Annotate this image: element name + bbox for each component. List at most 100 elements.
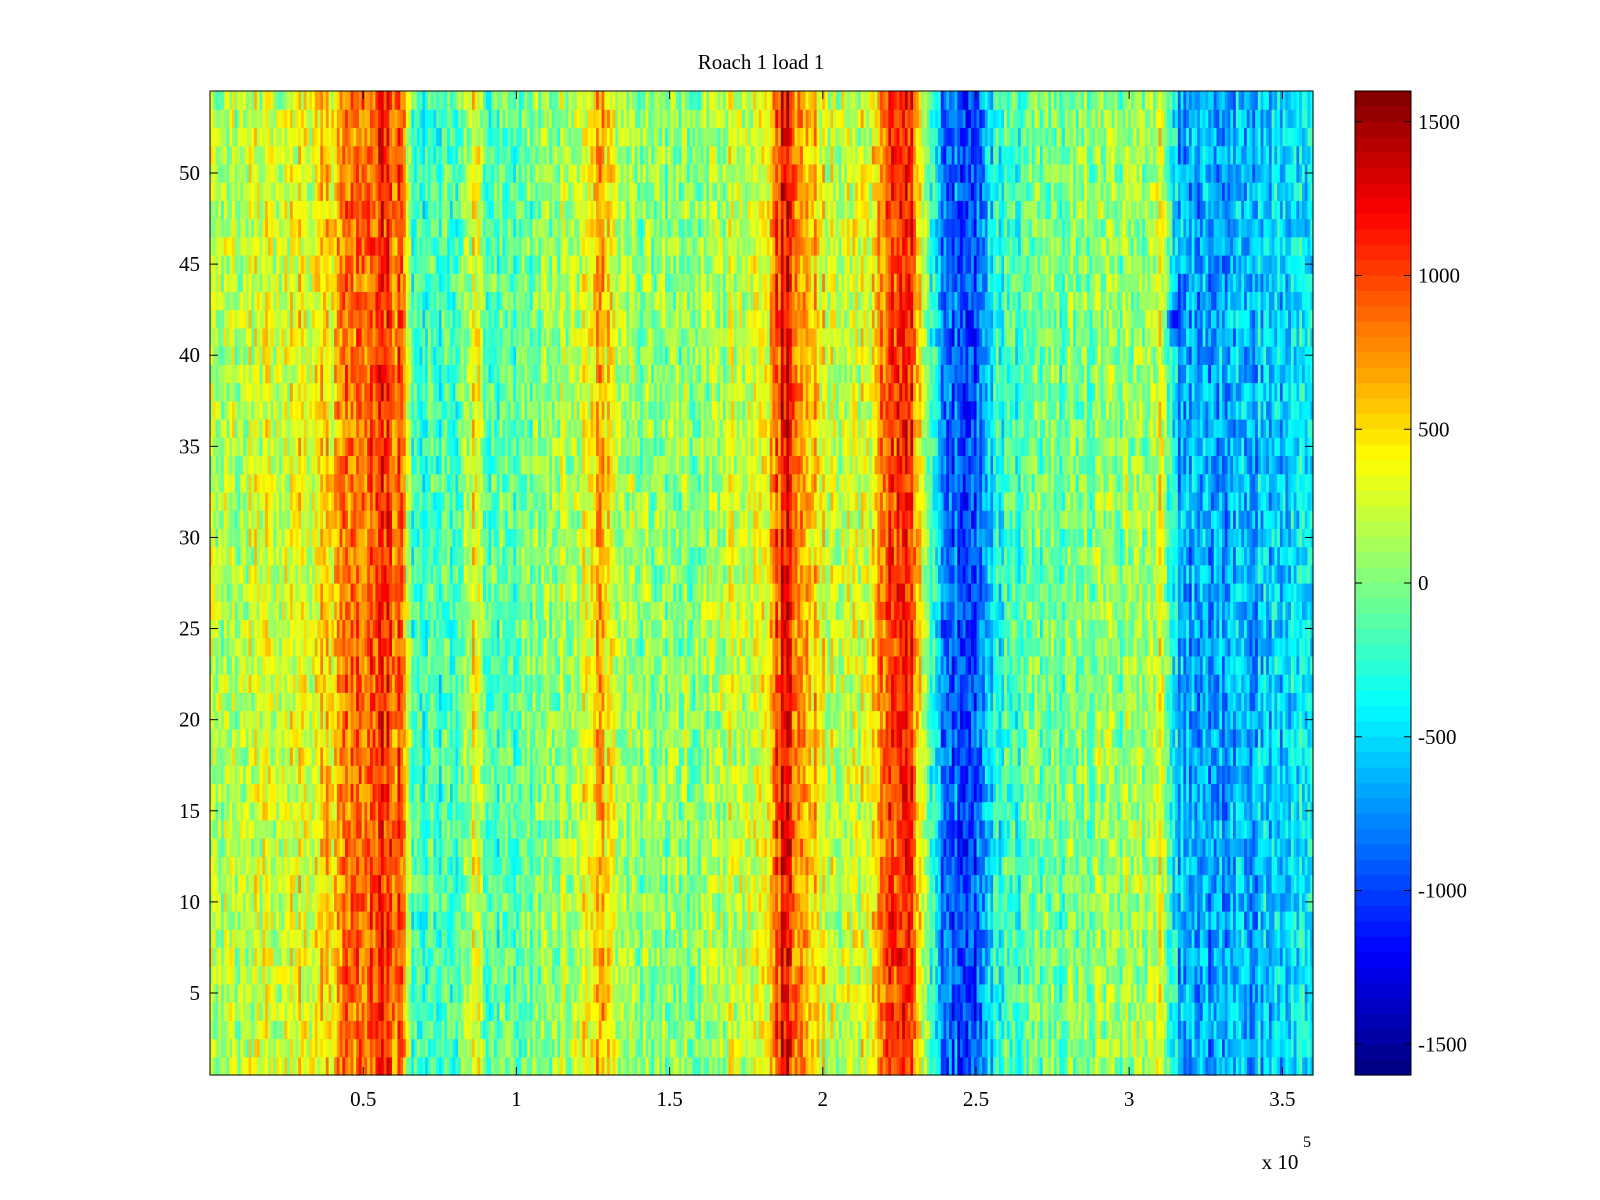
- heatmap-cell: [433, 637, 437, 657]
- heatmap-cell: [380, 273, 385, 293]
- heatmap-cell: [444, 692, 448, 712]
- heatmap-cell: [389, 200, 393, 220]
- heatmap-cell: [353, 856, 357, 876]
- heatmap-cell: [367, 819, 371, 839]
- heatmap-cell: [441, 382, 445, 402]
- heatmap-cell: [323, 564, 327, 584]
- heatmap-cell: [325, 564, 330, 584]
- heatmap-cell: [284, 364, 288, 384]
- heatmap-cell: [427, 1056, 432, 1076]
- heatmap-cell: [347, 1020, 352, 1040]
- heatmap-cell: [422, 801, 426, 821]
- heatmap-cell: [226, 364, 230, 384]
- heatmap-cell: [232, 291, 236, 311]
- heatmap-cell: [306, 127, 310, 147]
- heatmap-cell: [262, 747, 266, 766]
- heatmap-cell: [309, 510, 313, 529]
- heatmap-cell: [364, 801, 368, 821]
- heatmap-cell: [383, 455, 388, 475]
- heatmap-cell: [372, 692, 377, 712]
- heatmap-cell: [251, 145, 255, 165]
- heatmap-cell: [400, 892, 404, 912]
- heatmap-cell: [212, 747, 217, 766]
- heatmap-cell: [400, 965, 404, 985]
- heatmap-cell: [248, 911, 252, 930]
- heatmap-cell: [226, 273, 230, 293]
- heatmap-cell: [312, 546, 316, 566]
- heatmap-cell: [375, 765, 379, 785]
- heatmap-cell: [232, 892, 236, 912]
- heatmap-cell: [215, 765, 219, 785]
- heatmap-cell: [331, 583, 335, 602]
- heatmap-cell: [267, 346, 272, 365]
- heatmap-cell: [248, 182, 252, 201]
- heatmap-cell: [325, 182, 330, 201]
- heatmap-cell: [243, 273, 247, 293]
- heatmap-cell: [251, 364, 255, 384]
- heatmap-cell: [380, 929, 385, 949]
- heatmap-cell: [438, 255, 443, 274]
- heatmap-cell: [350, 510, 354, 529]
- heatmap-cell: [358, 200, 363, 220]
- heatmap-cell: [389, 983, 393, 1003]
- heatmap-cell: [397, 528, 401, 548]
- heatmap-cell: [331, 1056, 335, 1076]
- heatmap-cell: [243, 546, 247, 566]
- heatmap-cell: [256, 892, 261, 912]
- heatmap-cell: [336, 473, 341, 493]
- heatmap-cell: [380, 892, 385, 912]
- heatmap-cell: [378, 236, 382, 256]
- heatmap-cell: [278, 309, 283, 329]
- heatmap-cell: [383, 291, 388, 311]
- heatmap-cell: [334, 983, 338, 1003]
- heatmap-cell: [425, 911, 429, 930]
- heatmap-cell: [278, 1038, 283, 1058]
- heatmap-cell: [419, 911, 423, 930]
- heatmap-cell: [419, 491, 423, 511]
- heatmap-cell: [323, 765, 327, 785]
- heatmap-cell: [240, 455, 244, 475]
- heatmap-cell: [298, 801, 302, 821]
- heatmap-cell: [328, 892, 332, 912]
- heatmap-cell: [408, 892, 412, 912]
- heatmap-cell: [278, 983, 283, 1003]
- heatmap-cell: [276, 801, 280, 821]
- heatmap-cell: [289, 528, 294, 548]
- heatmap-cell: [292, 783, 297, 803]
- heatmap-cell: [312, 692, 316, 712]
- heatmap-cell: [438, 1020, 443, 1040]
- heatmap-cell: [334, 327, 338, 347]
- heatmap-cell: [306, 874, 310, 894]
- heatmap-cell: [298, 528, 302, 548]
- heatmap-cell: [229, 309, 233, 329]
- heatmap-cell: [444, 874, 448, 894]
- heatmap-cell: [292, 819, 297, 839]
- heatmap-cell: [317, 655, 321, 675]
- heatmap-cell: [287, 346, 291, 365]
- heatmap-cell: [259, 182, 263, 201]
- heatmap-cell: [430, 1002, 434, 1021]
- heatmap-cell: [336, 309, 341, 329]
- heatmap-cell: [221, 819, 225, 839]
- heatmap-cell: [372, 236, 377, 256]
- heatmap-cell: [237, 200, 241, 220]
- heatmap-cell: [449, 564, 454, 584]
- heatmap-cell: [405, 291, 410, 311]
- heatmap-cell: [298, 747, 302, 766]
- heatmap-cell: [375, 947, 379, 967]
- heatmap-cell: [229, 346, 233, 365]
- heatmap-cell: [444, 182, 448, 201]
- heatmap-cell: [449, 1020, 454, 1040]
- heatmap-cell: [383, 236, 388, 256]
- heatmap-cell: [356, 783, 360, 803]
- heatmap-cell: [212, 1002, 217, 1021]
- heatmap-cell: [314, 655, 319, 675]
- heatmap-cell: [229, 983, 233, 1003]
- heatmap-cell: [353, 1038, 357, 1058]
- heatmap-cell: [306, 892, 310, 912]
- heatmap-cell: [270, 619, 275, 639]
- heatmap-cell: [259, 346, 263, 365]
- heatmap-cell: [436, 127, 440, 147]
- heatmap-cell: [229, 728, 233, 748]
- heatmap-cell: [416, 1056, 421, 1076]
